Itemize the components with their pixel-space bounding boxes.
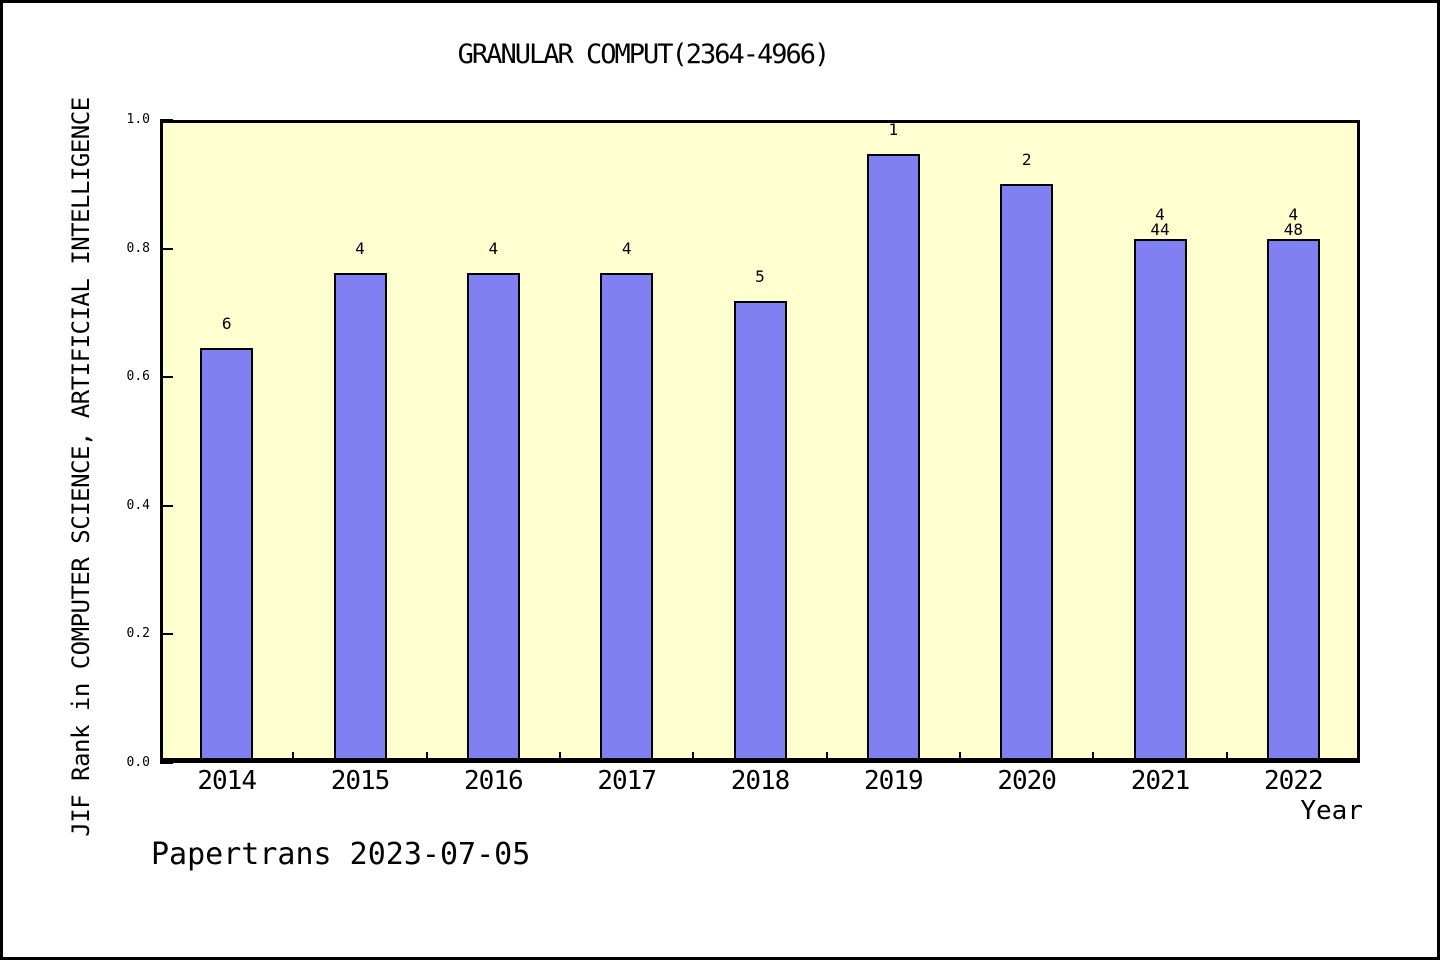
- x-axis-label: Year: [1300, 796, 1363, 826]
- x-tick-label-2020: 2020: [997, 766, 1057, 796]
- bar-value-label-2022: 4 48: [1283, 205, 1303, 239]
- x-tick-mark: [825, 752, 828, 763]
- x-tick-label-2018: 2018: [730, 766, 791, 796]
- bar-2016: [466, 273, 520, 763]
- x-tick-mark: [559, 752, 561, 763]
- y-tick-label: 0.2: [126, 626, 150, 642]
- x-tick-mark: [959, 752, 961, 763]
- y-tick-mark: [160, 247, 173, 250]
- bar-value-label-2017: 4: [621, 239, 632, 258]
- x-tick-mark: [692, 752, 695, 763]
- x-tick-label-2019: 2019: [864, 766, 924, 796]
- chart-title: GRANULAR COMPUT(2364-4966): [457, 39, 831, 70]
- bar-2017: [600, 273, 654, 763]
- y-tick-label: 1.0: [126, 112, 150, 127]
- bar-value-label-2019: 1: [888, 120, 899, 139]
- bar-2018: [733, 301, 787, 763]
- x-tick-label-2014: 2014: [197, 766, 257, 796]
- bar-2019: [866, 154, 920, 763]
- x-tick-label-2016: 2016: [464, 766, 524, 796]
- bar-2021: [1133, 239, 1187, 763]
- bar-value-label-2014: 6: [221, 314, 232, 333]
- x-tick-label-2015: 2015: [330, 766, 391, 796]
- y-axis-label: JIF Rank in COMPUTER SCIENCE, ARTIFICIAL…: [67, 97, 95, 837]
- y-tick-label: 0.8: [126, 240, 150, 256]
- bar-value-label-2015: 4: [355, 239, 365, 258]
- x-tick-label-2022: 2022: [1264, 766, 1324, 796]
- plot-area: 0.0 0.2 0.4 0.6 0.8 1.0 6 2014 4 2015 4 2016 4 2017 5 2…: [127, 112, 1360, 796]
- y-tick-mark: [160, 633, 173, 636]
- watermark: Papertrans 2023-07-05: [151, 837, 531, 872]
- bar-2022: [1266, 239, 1320, 763]
- x-tick-label-2021: 2021: [1130, 766, 1191, 796]
- bar-value-label-2016: 4: [488, 239, 499, 258]
- y-tick-label: 0.6: [126, 369, 150, 385]
- bar-value-label-2021: 4 44: [1150, 205, 1170, 239]
- bar-value-label-2018: 5: [755, 267, 765, 286]
- x-tick-label-2017: 2017: [597, 766, 657, 796]
- bar-2020: [1000, 184, 1054, 763]
- y-tick-label: 0.0: [126, 755, 150, 770]
- bar-2015: [333, 273, 387, 763]
- y-tick-mark: [160, 119, 173, 121]
- y-tick-mark: [160, 762, 173, 764]
- x-tick-mark: [1225, 752, 1228, 763]
- bar-value-label-2020: 2: [1021, 150, 1032, 169]
- y-tick-mark: [160, 504, 173, 507]
- x-tick-mark: [1092, 752, 1095, 763]
- x-tick-mark: [292, 752, 295, 763]
- x-tick-mark: [425, 752, 428, 763]
- y-tick-mark: [160, 376, 173, 379]
- y-tick-label: 0.4: [126, 497, 150, 513]
- bar-2014: [200, 348, 254, 763]
